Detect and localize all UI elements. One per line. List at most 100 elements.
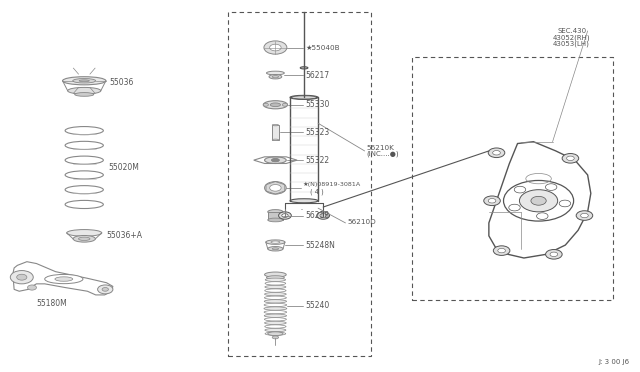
Ellipse shape — [264, 321, 286, 324]
Text: J: 3 00 J6: J: 3 00 J6 — [598, 359, 629, 365]
Circle shape — [264, 41, 287, 54]
Ellipse shape — [270, 103, 280, 107]
Circle shape — [498, 248, 506, 253]
Ellipse shape — [265, 282, 285, 285]
Ellipse shape — [265, 332, 285, 335]
Ellipse shape — [265, 325, 286, 328]
Bar — [268, 212, 283, 220]
Ellipse shape — [264, 157, 286, 163]
Ellipse shape — [265, 285, 286, 289]
Ellipse shape — [264, 314, 287, 317]
Ellipse shape — [264, 296, 286, 299]
Ellipse shape — [263, 103, 268, 106]
Text: 56210K: 56210K — [367, 145, 394, 151]
Ellipse shape — [55, 277, 73, 281]
Circle shape — [536, 213, 548, 219]
Circle shape — [493, 246, 510, 256]
Text: 55322: 55322 — [305, 155, 330, 165]
Circle shape — [520, 190, 557, 212]
Circle shape — [559, 200, 571, 207]
Ellipse shape — [269, 74, 282, 79]
Ellipse shape — [75, 93, 94, 96]
Ellipse shape — [268, 210, 283, 214]
Circle shape — [562, 154, 579, 163]
Ellipse shape — [79, 237, 90, 240]
Circle shape — [10, 270, 33, 284]
Ellipse shape — [63, 77, 106, 85]
Text: 43053(LH): 43053(LH) — [552, 41, 589, 48]
Circle shape — [98, 285, 113, 294]
Text: 56210D: 56210D — [348, 219, 376, 225]
Ellipse shape — [67, 230, 102, 236]
Circle shape — [488, 148, 505, 158]
Text: SEC.430: SEC.430 — [557, 28, 587, 34]
Bar — [228, 13, 371, 356]
Ellipse shape — [268, 247, 283, 251]
Circle shape — [550, 252, 557, 257]
Ellipse shape — [272, 248, 278, 250]
Ellipse shape — [264, 307, 287, 310]
Ellipse shape — [73, 235, 95, 242]
Ellipse shape — [272, 139, 278, 141]
Circle shape — [484, 196, 500, 206]
Circle shape — [28, 285, 36, 290]
Circle shape — [269, 44, 281, 51]
Circle shape — [493, 151, 500, 155]
Text: (INC....●): (INC....●) — [367, 151, 399, 157]
Text: 55036: 55036 — [109, 78, 134, 87]
Ellipse shape — [68, 87, 100, 94]
Text: 55240: 55240 — [305, 301, 330, 311]
Circle shape — [282, 214, 288, 217]
Circle shape — [509, 204, 520, 211]
Circle shape — [545, 184, 557, 190]
Ellipse shape — [79, 80, 90, 82]
Circle shape — [566, 156, 574, 161]
Ellipse shape — [266, 71, 284, 75]
Text: 55180M: 55180M — [36, 299, 67, 308]
Text: 56218: 56218 — [305, 211, 330, 220]
Ellipse shape — [272, 76, 278, 78]
Ellipse shape — [264, 318, 286, 321]
Ellipse shape — [271, 241, 280, 243]
Circle shape — [269, 185, 281, 191]
Text: 56217: 56217 — [305, 71, 330, 80]
Text: 43052(RH): 43052(RH) — [552, 34, 590, 41]
Ellipse shape — [45, 275, 83, 284]
Text: 55036+A: 55036+A — [106, 231, 143, 240]
Ellipse shape — [265, 328, 286, 332]
Text: 55248N: 55248N — [305, 241, 335, 250]
Ellipse shape — [264, 292, 286, 296]
Text: 55020M: 55020M — [108, 163, 140, 172]
Circle shape — [488, 199, 496, 203]
Ellipse shape — [282, 103, 287, 106]
Text: ★(N)08919-3081A: ★(N)08919-3081A — [303, 182, 361, 187]
Circle shape — [278, 212, 291, 219]
Ellipse shape — [272, 124, 278, 126]
Circle shape — [580, 213, 588, 218]
Ellipse shape — [300, 67, 308, 69]
Ellipse shape — [291, 96, 317, 99]
Ellipse shape — [290, 95, 318, 99]
Bar — [272, 125, 278, 140]
Text: ( 4 ): ( 4 ) — [310, 188, 324, 195]
Ellipse shape — [73, 78, 96, 83]
Ellipse shape — [271, 158, 279, 162]
Bar — [412, 57, 613, 301]
Circle shape — [545, 250, 562, 259]
Circle shape — [264, 182, 286, 194]
Ellipse shape — [266, 276, 284, 279]
Ellipse shape — [265, 289, 286, 292]
Circle shape — [515, 186, 525, 193]
Ellipse shape — [272, 336, 278, 339]
Text: ★55040B: ★55040B — [305, 45, 340, 51]
Circle shape — [317, 212, 330, 219]
Circle shape — [17, 274, 27, 280]
Circle shape — [504, 180, 573, 221]
Ellipse shape — [268, 332, 283, 336]
Circle shape — [531, 196, 546, 205]
Ellipse shape — [268, 218, 283, 222]
Ellipse shape — [290, 199, 318, 203]
Ellipse shape — [264, 272, 286, 277]
Circle shape — [576, 211, 593, 220]
Ellipse shape — [265, 278, 285, 282]
